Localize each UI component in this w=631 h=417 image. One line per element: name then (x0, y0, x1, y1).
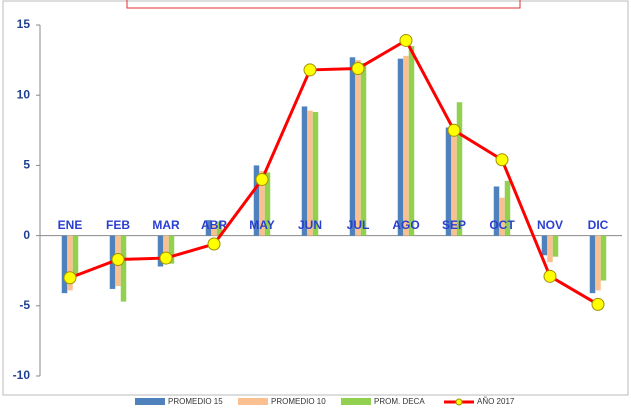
bar (72, 235, 79, 275)
bar (493, 186, 500, 236)
bar (552, 235, 559, 257)
marker (447, 123, 461, 137)
legend-marker (455, 398, 463, 406)
y-tick-label: -10 (13, 368, 31, 382)
bar (408, 46, 415, 236)
legend-label: PROMEDIO 15 (168, 397, 223, 406)
bar (259, 171, 265, 236)
marker (207, 237, 221, 251)
bar (456, 102, 463, 236)
bar (307, 110, 313, 236)
bar (445, 127, 452, 236)
bar (157, 235, 164, 267)
x-tick-label: OCT (489, 218, 515, 232)
legend-label: PROM. DECA (374, 397, 425, 406)
bar (355, 60, 361, 236)
legend-label: AÑO 2017 (477, 397, 515, 406)
bar (595, 235, 601, 291)
bar (168, 235, 175, 264)
bar (403, 55, 409, 236)
x-tick-label: JUN (298, 218, 322, 232)
title-box (126, 0, 521, 9)
marker (63, 271, 77, 285)
marker (111, 252, 125, 266)
x-tick-label: MAR (152, 218, 180, 232)
bar (67, 235, 73, 291)
bar (349, 57, 356, 236)
line (69, 38, 599, 306)
marker (255, 172, 269, 186)
bar (216, 221, 223, 236)
chart-border (2, 0, 629, 396)
bar (120, 235, 127, 302)
bar (163, 235, 169, 261)
y-tick-label: 15 (17, 17, 31, 31)
x-tick-label: JUL (347, 218, 370, 232)
x-tick-label: ABR (201, 218, 227, 232)
marker (351, 62, 365, 76)
bar (301, 106, 308, 236)
bar (360, 62, 367, 236)
y-tick-label: -5 (19, 298, 30, 312)
x-tick-label: MAY (249, 218, 275, 232)
bar (205, 220, 212, 236)
bar (312, 112, 319, 236)
bar (397, 58, 404, 236)
bar (504, 180, 511, 236)
bar (264, 172, 271, 236)
marker (543, 269, 557, 283)
y-tick-label: 5 (23, 158, 30, 172)
x-tick-label: DIC (588, 218, 609, 232)
bar (600, 235, 607, 281)
marker (399, 33, 413, 47)
y-tick-label: 0 (23, 228, 30, 242)
x-tick-label: NOV (537, 218, 563, 232)
legend-swatch (135, 398, 165, 405)
legend-label: PROMEDIO 10 (271, 397, 326, 406)
x-tick-label: AGO (392, 218, 419, 232)
bar (589, 235, 596, 294)
marker (591, 297, 605, 311)
x-tick-label: FEB (106, 218, 130, 232)
x-tick-label: ENE (58, 218, 83, 232)
marker (159, 251, 173, 265)
bar (541, 235, 548, 256)
bar (547, 235, 553, 263)
bar (451, 130, 457, 236)
bar (499, 197, 505, 236)
y-tick-label: 10 (17, 87, 31, 101)
legend-swatch (341, 398, 371, 405)
marker (303, 63, 317, 77)
bar (253, 165, 260, 236)
legend-swatch (238, 398, 268, 405)
x-tick-label: SEP (442, 218, 466, 232)
bar (61, 235, 68, 294)
bar (211, 224, 217, 236)
marker (495, 153, 509, 167)
